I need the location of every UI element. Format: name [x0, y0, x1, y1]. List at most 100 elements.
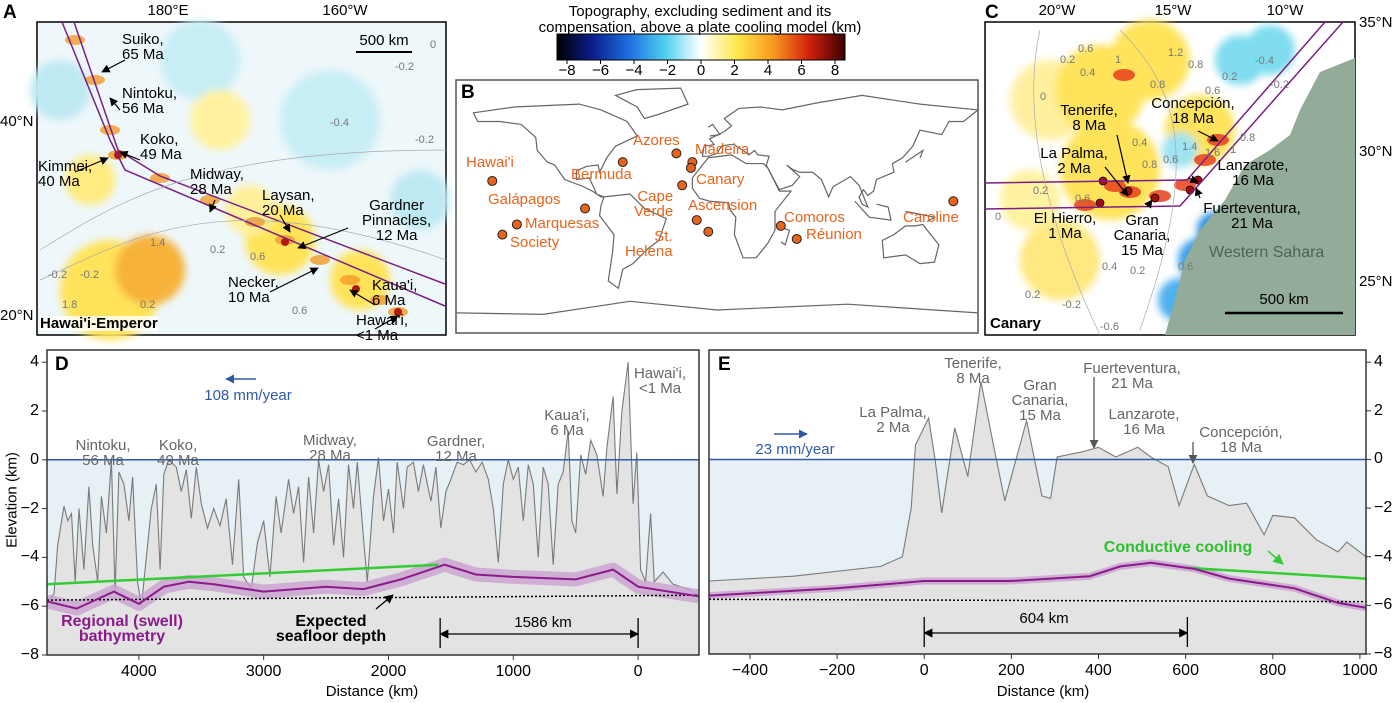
contour-label: -0.2 [395, 61, 414, 73]
hotspot-label: Caroline [903, 209, 959, 226]
a-lon-180E: 180°E [147, 2, 189, 19]
hotspot-marker [497, 229, 508, 240]
anomaly-blob [1245, 25, 1295, 75]
a-label-arrow [297, 227, 349, 250]
c-track-line [984, 21, 1326, 184]
a-lat-20N: 20°N [0, 307, 34, 324]
a-label-arrow [209, 199, 217, 213]
x-tick-label: 0 [633, 663, 643, 680]
coastline [905, 148, 925, 163]
panel-e-letter: E [718, 354, 731, 375]
c-land-label: Western Sahara [1209, 244, 1325, 261]
x-tick-label: 1000 [1342, 662, 1378, 679]
a-lon-160W: 160°W [322, 2, 368, 19]
c-label-arrow [1104, 166, 1129, 197]
expected-seafloor-line [709, 598, 1366, 603]
contour-label: 0.2 [140, 299, 156, 311]
contour-label: 0.8 [1142, 159, 1158, 171]
coastline [905, 210, 937, 223]
anomaly-blob [65, 155, 115, 205]
a-label-midway: Midway, 28 Ma [190, 166, 244, 198]
c-lon-10W: 10°W [1266, 2, 1304, 19]
d-ylabel: Elevation (km) [3, 452, 21, 548]
c-label-gran-canaria: Gran Canaria, 15 Ma [1113, 212, 1171, 259]
c-label-la-palma: La Palma, 2 Ma [1040, 145, 1108, 177]
contour-label: 0 [430, 39, 437, 51]
contour-label: -0.4 [1255, 55, 1274, 67]
a-label-koko: Koko, 49 Ma [140, 131, 182, 163]
hotspot-label: Canary [696, 171, 745, 188]
a-label-arrow [349, 289, 376, 306]
contour-label: 0.8 [1188, 59, 1204, 71]
a-label-arrow [119, 150, 141, 161]
c-label-arrow [1116, 134, 1131, 184]
contour-label: 0.6 [1178, 261, 1194, 273]
contour-label: -0.2 [48, 269, 67, 281]
contour-line [39, 149, 447, 251]
x-tick-label: −400 [731, 662, 768, 679]
colorbar [556, 33, 846, 61]
anomaly-blob [390, 170, 450, 230]
contour-label: 1 [1230, 144, 1237, 156]
panel-b-letter: B [461, 82, 475, 103]
coastline [455, 300, 979, 315]
hotspot-marker [580, 203, 591, 214]
contour-label: 0.8 [1240, 132, 1256, 144]
c-region-label: Canary [990, 315, 1041, 332]
anomaly-blob [280, 70, 380, 170]
d-expected-arrow [375, 594, 394, 610]
y-tick-label: −4 [1374, 547, 1393, 565]
x-tick-label: 4000 [121, 663, 157, 680]
hotspot-label: Comoros [784, 209, 845, 226]
contour-label: 0.6 [1163, 154, 1179, 166]
c-scale-bar-label: 500 km [1259, 291, 1309, 308]
hotspot-label: Madeira [695, 141, 750, 158]
e-swell-width-label: 604 km [1019, 610, 1069, 627]
panel-e-plot [709, 350, 1366, 654]
colorbar-title-1: Topography, excluding sediment and its [568, 3, 832, 20]
island-outline [1150, 193, 1160, 203]
contour-label: 0.6 [250, 251, 266, 263]
contour-line [39, 220, 447, 281]
hotspot-marker [685, 162, 696, 173]
contour-label: -0.6 [1100, 321, 1119, 333]
a-label-arrow [101, 59, 126, 73]
hotspot-marker [511, 219, 522, 230]
d-label-hawaii: Hawai'i, <1 Ma [633, 365, 687, 397]
c-label-arrow [1187, 175, 1199, 184]
x-tick-label: 600 [1172, 662, 1199, 679]
colorbar-tick-label: −6 [591, 62, 610, 79]
hotspot-label: Réunion [806, 226, 862, 243]
hotspot-label: St. Helena [625, 228, 673, 260]
anomaly-blob [1162, 132, 1198, 168]
contour-label: 1 [1115, 54, 1122, 66]
coastline [691, 154, 793, 259]
contour-label: 0.2 [1060, 54, 1076, 66]
colorbar-tick-label: −8 [558, 62, 576, 79]
contour-label: 0.2 [1130, 265, 1146, 277]
c-lat-30N: 30°N [1359, 143, 1393, 160]
hotspot-label: Hawai'i [466, 154, 514, 171]
x-tick-label: 0 [919, 662, 929, 679]
hotspot-label: Azores [633, 132, 680, 149]
d-swell-width-label: 1586 km [514, 614, 572, 631]
anomaly-blob [115, 235, 185, 305]
x-tick-label: 3000 [245, 663, 282, 680]
contour-label: 0.2 [210, 244, 226, 256]
seamount-anomaly [370, 295, 390, 305]
hotspot-marker [691, 215, 702, 226]
y-tick-label: 0 [1374, 450, 1383, 468]
colorbar-tick-label: 0 [696, 62, 706, 79]
d-label-koko: Koko, 49 Ma [157, 437, 199, 469]
volcano-peak [394, 308, 402, 316]
x-tick-label: 800 [1259, 662, 1287, 679]
panel-d-letter: D [55, 354, 69, 375]
c-track-line [984, 21, 1344, 210]
contour-label: 0.6 [292, 305, 308, 317]
anomaly-blob [160, 20, 240, 100]
a-region-label: Hawai'i-Emperor [40, 315, 158, 332]
hotspot-marker [775, 220, 786, 231]
hotspot-marker [671, 148, 682, 159]
panel-d-plot [47, 350, 699, 655]
a-label-kauai: Kaua'i, 6 Ma [372, 277, 418, 309]
